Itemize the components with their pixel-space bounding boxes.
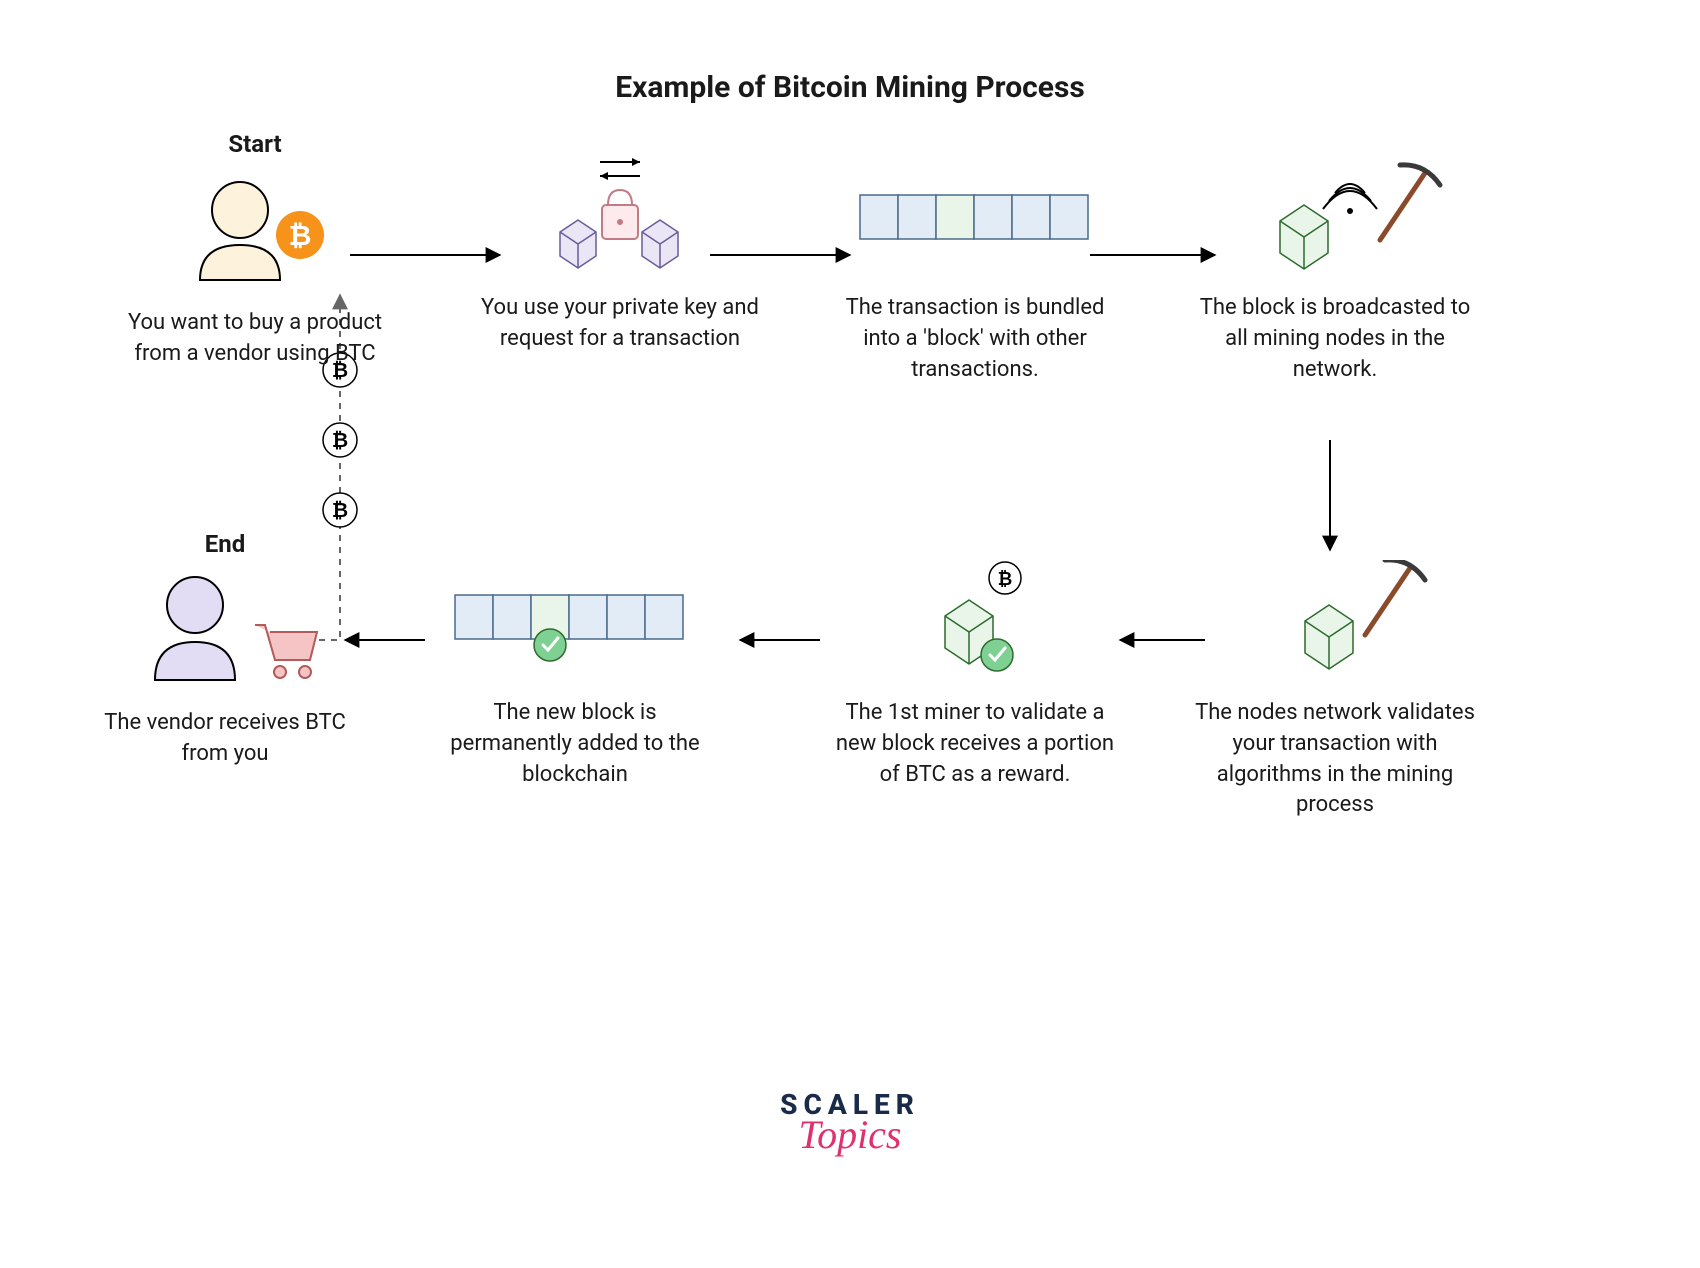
step-4-broadcast: The block is broadcasted to all mining n… bbox=[1190, 155, 1480, 385]
step-6-reward: ₿ The 1st miner to validate a new block … bbox=[830, 560, 1120, 790]
diagram-canvas: Example of Bitcoin Mining Process ₿ ₿ bbox=[0, 0, 1700, 1268]
svg-text:₿: ₿ bbox=[332, 498, 348, 522]
svg-text:₿: ₿ bbox=[332, 428, 348, 452]
logo-line2: Topics bbox=[780, 1111, 920, 1158]
person-cart-icon bbox=[125, 570, 325, 690]
step-8-text: The vendor receives BTC from you bbox=[80, 708, 370, 770]
step-2-key: You use your private key and request for… bbox=[475, 155, 765, 355]
scaler-logo: SCALER Topics bbox=[780, 1088, 920, 1158]
svg-text:₿: ₿ bbox=[289, 219, 312, 252]
step-1-start: Start ₿ You want to buy a product from a… bbox=[110, 130, 400, 370]
blockchain-added-icon bbox=[445, 570, 705, 670]
step-5-text: The nodes network validates your transac… bbox=[1190, 698, 1480, 821]
btc-coin-outline-icon: ₿ bbox=[323, 493, 357, 527]
svg-text:₿: ₿ bbox=[998, 569, 1013, 590]
step-7-added: The new block is permanently added to th… bbox=[430, 560, 720, 790]
cube-pick-icon bbox=[1235, 560, 1435, 680]
block-bundle-icon bbox=[850, 175, 1100, 255]
person-bitcoin-icon: ₿ bbox=[175, 175, 335, 285]
lock-cubes-icon bbox=[530, 150, 710, 280]
start-label: Start bbox=[110, 130, 400, 158]
btc-coin-outline-icon: ₿ bbox=[323, 423, 357, 457]
step-8-end: End The vendor receives BTC from you bbox=[80, 530, 370, 770]
cube-wifi-pick-icon bbox=[1225, 155, 1445, 275]
step-2-text: You use your private key and request for… bbox=[475, 293, 765, 355]
step-7-text: The new block is permanently added to th… bbox=[430, 698, 720, 790]
step-1-text: You want to buy a product from a vendor … bbox=[110, 308, 400, 370]
step-6-text: The 1st miner to validate a new block re… bbox=[830, 698, 1120, 790]
cube-check-btc-icon: ₿ bbox=[885, 560, 1065, 680]
step-3-text: The transaction is bundled into a 'block… bbox=[830, 293, 1120, 385]
end-label: End bbox=[80, 530, 370, 558]
step-3-block: The transaction is bundled into a 'block… bbox=[830, 155, 1120, 385]
step-5-validate: The nodes network validates your transac… bbox=[1190, 560, 1480, 821]
step-4-text: The block is broadcasted to all mining n… bbox=[1190, 293, 1480, 385]
